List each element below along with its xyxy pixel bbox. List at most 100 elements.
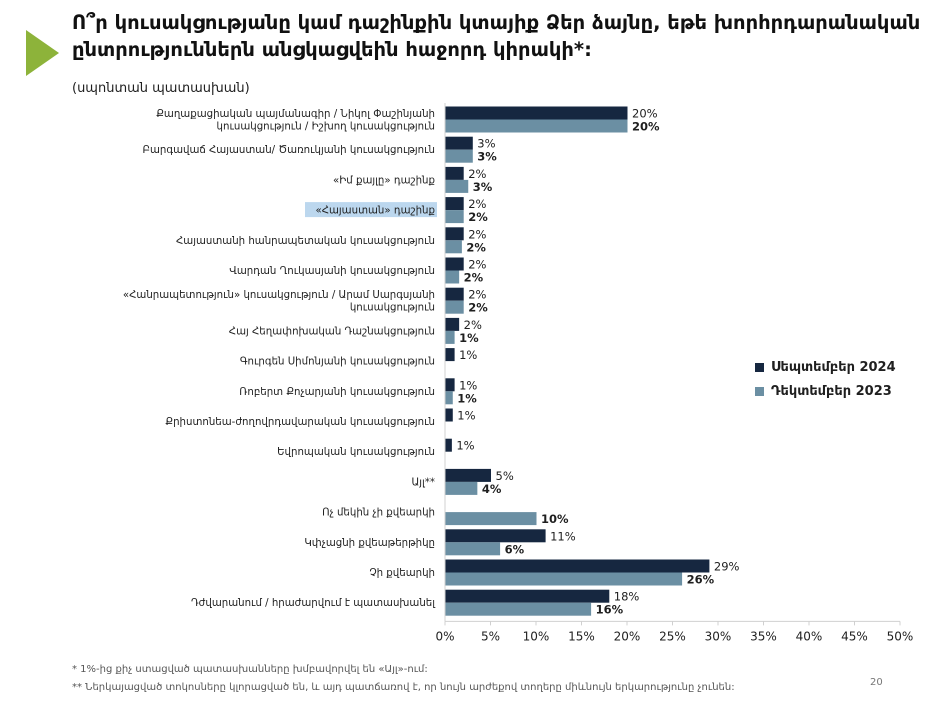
data-label-series2: 1% [459,331,479,345]
category-label: Այլ** [411,477,435,488]
category-label: «Իմ քայլը» դաշինք [333,175,435,186]
bar-series2 [445,119,628,133]
bar-series1 [445,136,473,150]
bar-series2 [445,391,453,405]
chart-axes [444,103,901,626]
category-label: Չի քվեարկի [369,568,435,579]
bar-series2 [445,270,460,284]
bar-series2 [445,330,455,344]
footnote-2: ** Ներկայացված տոկոսները կլորացված են, և… [72,682,735,693]
bar-series1 [445,287,464,301]
data-label-series1: 18% [614,590,640,604]
legend-label-series1: Սեպտեմբեր 2024 [771,359,896,375]
category-label: «Հանրապետություն» կուսակցություն / Արամ … [123,290,435,301]
data-label-series2: 1% [457,391,477,405]
category-label: Վարդան Ղուկասյանի կուսակցություն [229,266,435,277]
legend-item-series1: Սեպտեմբեր 2024 [755,357,896,377]
bar-series2 [445,210,464,224]
data-label-series2: 6% [505,542,525,556]
x-tick-label: 40% [796,629,823,643]
data-label-series1: 29% [714,560,740,574]
category-label: Քրիստոնեա-ժողովրդավարական կուսակցություն [165,417,435,428]
data-label-series2: 16% [596,603,624,617]
bar-series1 [445,408,453,422]
bar-series2 [445,602,592,616]
bar-series1 [445,378,455,392]
data-label-series1: 1% [459,378,477,392]
data-label-series2: 2% [468,301,488,315]
category-label: Եվրոպական կուսակցություն [277,447,435,458]
data-label-series1: 1% [457,409,475,423]
category-label: Հայ Հեղափոխական Դաշնակցություն [229,326,435,337]
bar-series2 [445,481,478,495]
data-label-series2: 2% [466,240,486,254]
bar-series1 [445,559,710,573]
category-label: Ռոբերտ Քոչարյանի կուսակցություն [239,387,435,398]
data-label-series2: 4% [482,482,502,496]
x-tick-label: 15% [568,629,595,643]
data-label-series2: 2% [468,210,488,224]
category-label: կուսակցություն / Իշխող կուսակցություն [217,121,435,132]
page-subtitle: (սպոնտան պատասխան) [72,81,250,96]
category-label: Հայաստանի հանրապետական կուսակցություն [176,236,435,247]
bar-series1 [445,529,546,543]
data-label-series1: 20% [632,107,658,121]
bar-series2 [445,572,683,586]
category-label: Քաղաքացիական պայմանագիր / Նիկոլ Փաշինյան… [156,109,435,120]
chart-bars [445,106,710,616]
data-label-series1: 2% [468,258,486,272]
bar-series1 [445,438,452,452]
data-label-series1: 1% [459,348,477,362]
category-label: Գուրգեն Սիմոնյանի կուսակցություն [240,357,435,368]
data-label-series1: 1% [456,439,474,453]
x-tick-label: 35% [750,629,777,643]
data-label-series1: 2% [468,288,486,302]
x-tick-label: 0% [435,629,454,643]
chart-labels: 0% 5% 10% 15% 20% 25% 30% 35% 40% 45% 50% Քաղաքացիա… [123,107,913,644]
x-tick-label: 30% [705,629,732,643]
bar-series1 [445,227,464,241]
data-label-series1: 2% [468,227,486,241]
data-label-series2: 10% [541,512,569,526]
bar-series1 [445,589,610,603]
data-label-series1: 2% [464,318,482,332]
bar-series1 [445,197,464,211]
category-label: կուսակցություն [350,302,435,313]
bar-series1 [445,468,491,482]
category-highlight [305,202,437,218]
legend-swatch-series1 [755,362,764,372]
page-title: Ո՞ր կուսակցությանը կամ դաշինքին կտայիք Ձ… [72,11,921,61]
x-tick-label: 45% [841,629,868,643]
x-tick-label: 50% [887,629,914,643]
category-label: Կփչացնի քվեաթերթիկը [304,538,435,549]
data-label-series2: 3% [477,150,497,164]
category-label: Ոչ մեկին չի քվեարկի [322,508,435,519]
category-label: Բարգավաճ Հայաստան/ Ծառուկյանի կուսակցութ… [143,145,435,156]
data-label-series1: 3% [477,137,495,151]
data-label-series2: 2% [464,271,484,285]
footnote-1: * 1%-ից քիչ ստացված պատասխանները խմբավոր… [72,664,428,675]
chart-legend: Սեպտեմբեր 2024 Դեկտեմբեր 2023 [755,357,896,405]
data-label-series1: 5% [496,469,514,483]
x-tick-label: 25% [659,629,686,643]
legend-item-series2: Դեկտեմբեր 2023 [755,381,896,401]
data-label-series1: 11% [550,529,576,543]
bar-series1 [445,166,464,180]
bar-series1 [445,317,460,331]
bar-series1 [445,106,628,120]
bar-series2 [445,512,537,526]
title-arrow-icon [26,30,59,76]
x-tick-label: 5% [481,629,500,643]
x-tick-label: 20% [614,629,641,643]
data-label-series2: 26% [687,573,715,587]
bar-series2 [445,179,469,193]
bar-series1 [445,348,455,362]
bar-series2 [445,300,464,314]
data-label-series1: 2% [468,167,486,181]
x-tick-label: 10% [523,629,550,643]
legend-label-series2: Դեկտեմբեր 2023 [771,383,892,399]
bar-series2 [445,240,462,254]
category-label: Դժվարանում / հրաժարվում է պատասխանել [191,598,436,609]
bar-series2 [445,149,473,163]
